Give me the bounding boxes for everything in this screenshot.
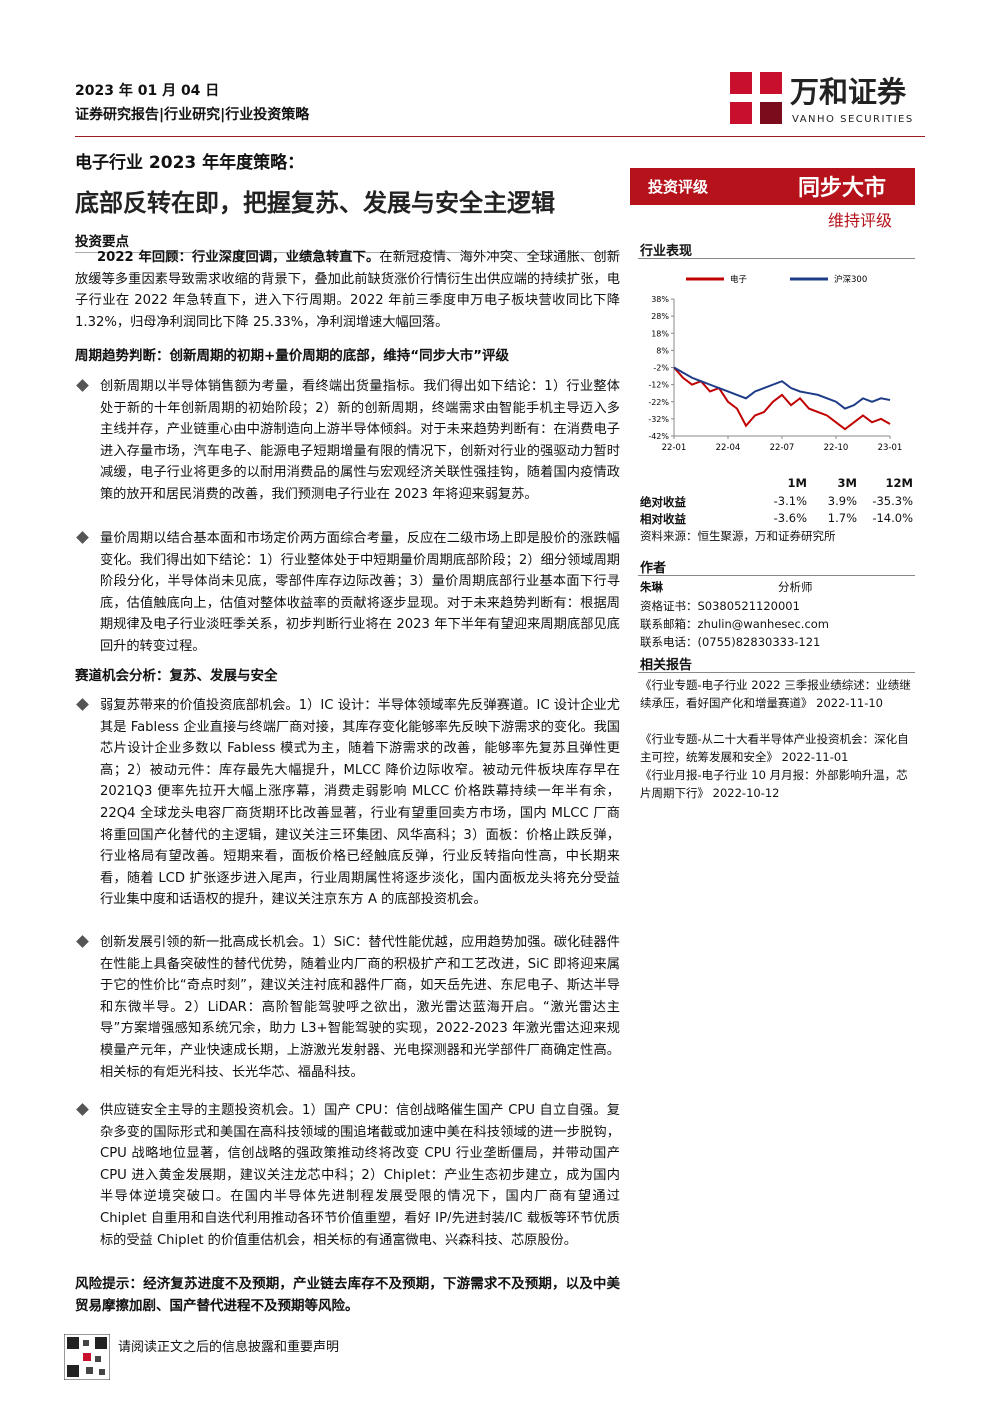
logo-mark (730, 94, 782, 102)
summary-heading: 投资要点 (75, 234, 129, 250)
bullet: 供应链安全主导的主题投资机会。1）国产 CPU：信创战略催生国产 CPU 自立自… (76, 1100, 620, 1251)
footer-notice: 请阅读正文之后的信息披露和重要声明 (118, 1340, 340, 1355)
legend-label: 电子 (730, 274, 748, 285)
section-heading: 周期趋势判断：创新周期的初期+量价周期的底部，维持“同步大市”评级 (75, 348, 510, 364)
category: 证券研究报告|行业研究|行业投资策略 (75, 107, 310, 123)
logo-en: VANHO SECURITIES (792, 114, 914, 125)
rule (638, 258, 915, 259)
x-tick-label: 23-01 (878, 443, 903, 453)
return-value: -35.3% (872, 494, 913, 508)
bullet-text: 供应链安全主导的主题投资机会。1）国产 CPU：信创战略催生国产 CPU 自立自… (100, 1103, 620, 1248)
y-tick-label: -32% (648, 415, 669, 424)
title-line2: 底部反转在即，把握复苏、发展与安全主逻辑 (75, 189, 555, 217)
logo: 万和证券 VANHO SECURITIES (730, 72, 914, 125)
author-role: 分析师 (778, 580, 813, 594)
y-tick-label: -42% (648, 432, 669, 441)
bullet-text: 创新发展引领的新一批高成长机会。1）SiC：替代性能优越，应用趋势加强。碳化硅器… (100, 935, 620, 1080)
date: 2023 年 01 月 04 日 (75, 83, 220, 99)
title-line1: 电子行业 2023 年年度策略： (75, 153, 305, 173)
chart: 38% 28% 18% 8% -2% -12% -22% -32% -42% 22-01 22-04… (648, 274, 903, 453)
related-item: 《行业专题-从二十大看半导体产业投资机会：深化自主可控，统筹发展和安全》 202… (640, 732, 909, 764)
col-head: 3M (837, 476, 857, 490)
bullet: 弱复苏带来的价值投资底部机会。1）IC 设计：半导体领域率先反弹赛道。IC 设计… (76, 695, 620, 911)
row-label: 绝对收益 (640, 495, 686, 509)
section-heading: 赛道机会分析：复苏、发展与安全 (75, 668, 278, 684)
y-tick-label: -22% (648, 398, 669, 407)
rating-value: 同步大市 (798, 176, 887, 201)
author-line: 联系电话：(0755)82830333-121 (640, 635, 821, 649)
row-label: 相对收益 (640, 512, 686, 526)
bullet-text: 量价周期以结合基本面和市场定价两方面综合考量，反应在二级市场上即是股价的涨跌幅变… (100, 531, 620, 654)
x-tick-label: 22-07 (770, 443, 795, 453)
bullet-icon (76, 698, 89, 711)
rule (75, 252, 620, 253)
rating-band (630, 168, 915, 205)
logo-mark (760, 102, 782, 124)
logo-name: 万和证券 (790, 75, 907, 109)
y-tick-label: -12% (648, 381, 669, 390)
author-line: 资格证书：S0380521120001 (640, 599, 800, 613)
bullet-text: 弱复苏带来的价值投资底部机会。1）IC 设计：半导体领域率先反弹赛道。IC 设计… (100, 698, 620, 908)
bullet-icon (76, 531, 89, 544)
risk: 风险提示：经济复苏进度不及预期，产业链去库存不及预期，下游需求不及预期，以及中美… (75, 1276, 620, 1314)
x-tick-label: 22-10 (824, 443, 849, 453)
bullet-icon (76, 1103, 89, 1116)
series-line (673, 366, 891, 431)
rule (638, 575, 915, 576)
related-item: 《行业月报-电子行业 10 月月报：外部影响升温，芯片周期下行》 2022-10… (640, 768, 908, 800)
legend-label: 沪深300 (834, 274, 867, 285)
bullet: 创新周期以半导体销售额为考量，看终端出货量指标。我们得出如下结论：1）行业整体处… (76, 376, 620, 506)
return-value: 3.9% (827, 494, 857, 508)
return-value: 1.7% (827, 511, 857, 525)
bullet: 量价周期以结合基本面和市场定价两方面综合考量，反应在二级市场上即是股价的涨跌幅变… (76, 528, 620, 658)
review-text: 在新冠疫情、海外冲突、全球通胀、创新放缓等多重因素导致需求收缩的背景下，叠加此前… (75, 250, 621, 330)
y-tick-label: -2% (653, 364, 669, 373)
bullet-icon (76, 935, 89, 948)
x-tick-label: 22-01 (662, 443, 687, 453)
related-heading: 相关报告 (640, 658, 693, 673)
y-tick-label: 28% (651, 312, 669, 321)
rating-note: 维持评级 (828, 211, 893, 230)
header-rule (75, 136, 925, 137)
perf-heading: 行业表现 (640, 244, 693, 259)
author-heading: 作者 (640, 561, 667, 576)
bullet-icon (76, 379, 89, 392)
return-value: -3.6% (773, 511, 807, 525)
rating-label: 投资评级 (648, 178, 709, 196)
x-tick-label: 22-04 (716, 443, 741, 453)
y-tick-label: 38% (651, 295, 669, 304)
return-value: -14.0% (872, 511, 913, 525)
rule (638, 672, 915, 673)
source: 资料来源：恒生聚源，万和证券研究所 (640, 529, 836, 543)
review-lead: 2022 年回顾：行业深度回调，业绩急转直下。 (97, 250, 380, 265)
series-line (673, 366, 891, 410)
col-head: 1M (787, 476, 807, 490)
related-item: 《行业专题-电子行业 2022 三季报业绩综述：业绩继续承压，看好国产化和增量赛… (640, 678, 911, 710)
bullet-text: 创新周期以半导体销售额为考量，看终端出货量指标。我们得出如下结论：1）行业整体处… (100, 379, 620, 502)
review: 2022 年回顾：行业深度回调，业绩急转直下。在新冠疫情、海外冲突、全球通胀、创… (75, 247, 620, 333)
author-name: 朱琳 (640, 580, 663, 594)
y-tick-label: 18% (651, 329, 669, 338)
author-line: 联系邮箱：zhulin@wanhesec.com (640, 617, 830, 631)
return-value: -3.1% (773, 494, 807, 508)
col-head: 12M (885, 476, 913, 490)
y-tick-label: 8% (656, 346, 669, 355)
qr-code (64, 1334, 110, 1380)
bullet: 创新发展引领的新一批高成长机会。1）SiC：替代性能优越，应用趋势加强。碳化硅器… (76, 932, 620, 1083)
